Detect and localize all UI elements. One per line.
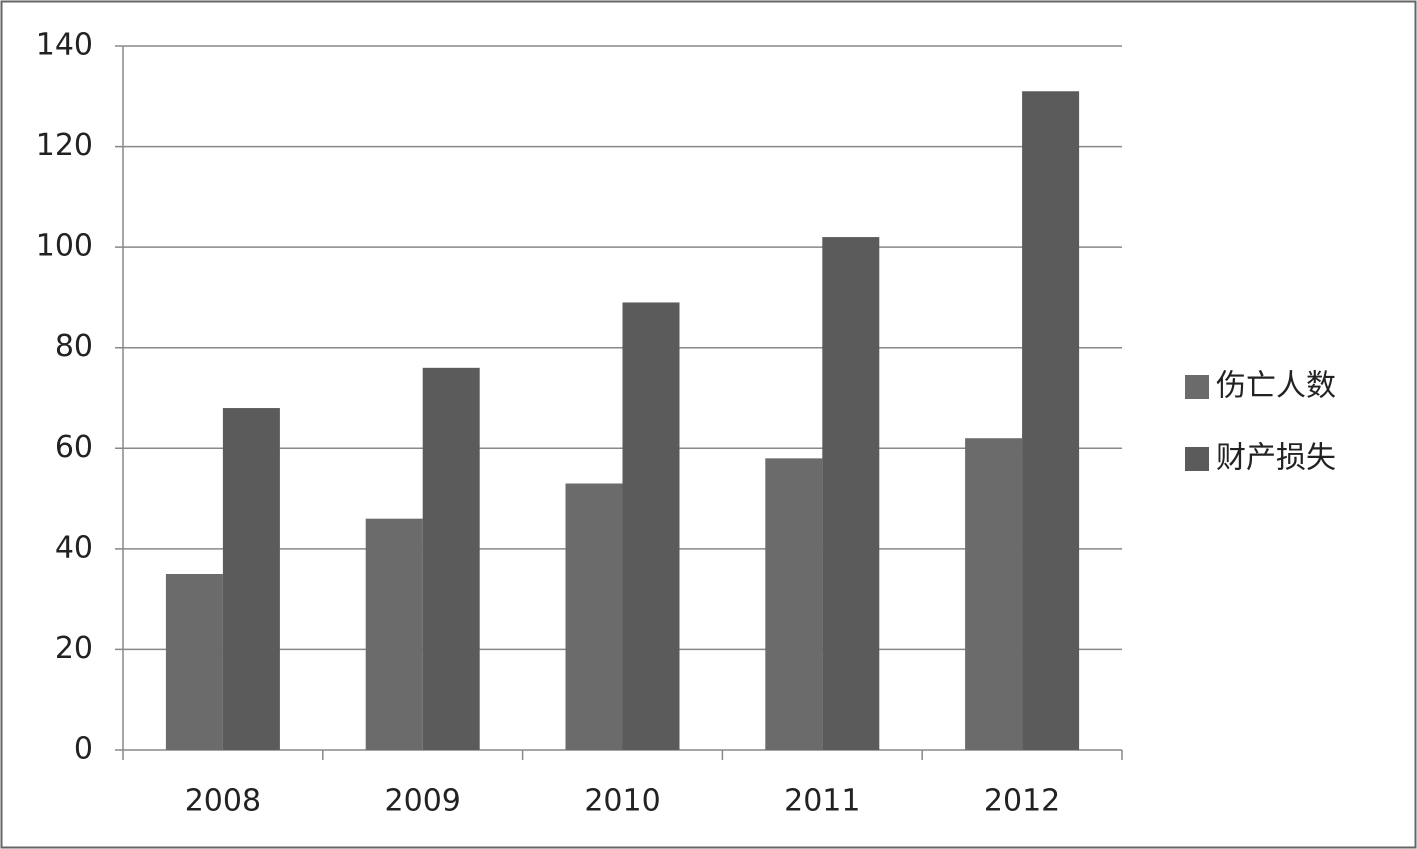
bar xyxy=(622,302,680,750)
bar xyxy=(822,237,880,751)
y-tick-label: 60 xyxy=(55,430,93,465)
x-tick-label: 2008 xyxy=(185,784,261,819)
y-tick-label: 80 xyxy=(55,329,93,364)
bar xyxy=(422,367,480,750)
bar xyxy=(222,408,280,750)
bar xyxy=(965,438,1023,750)
bar xyxy=(1022,91,1080,750)
bar xyxy=(165,574,223,750)
bar xyxy=(365,518,423,750)
legend-label: 财产损失 xyxy=(1216,441,1336,476)
x-tick-label: 2010 xyxy=(584,784,660,819)
bar xyxy=(765,458,823,750)
legend-swatch xyxy=(1185,375,1209,399)
x-tick-label: 2011 xyxy=(784,784,860,819)
legend-swatch xyxy=(1185,447,1209,471)
x-tick-label: 2009 xyxy=(385,784,461,819)
bar xyxy=(565,483,623,750)
x-tick-label: 2012 xyxy=(984,784,1060,819)
y-tick-label: 40 xyxy=(55,530,93,565)
y-tick-label: 120 xyxy=(36,128,93,163)
y-tick-label: 140 xyxy=(36,28,93,63)
y-tick-label: 20 xyxy=(55,631,93,666)
y-tick-label: 0 xyxy=(74,732,93,767)
y-tick-label: 100 xyxy=(36,229,93,264)
legend-label: 伤亡人数 xyxy=(1216,369,1336,404)
